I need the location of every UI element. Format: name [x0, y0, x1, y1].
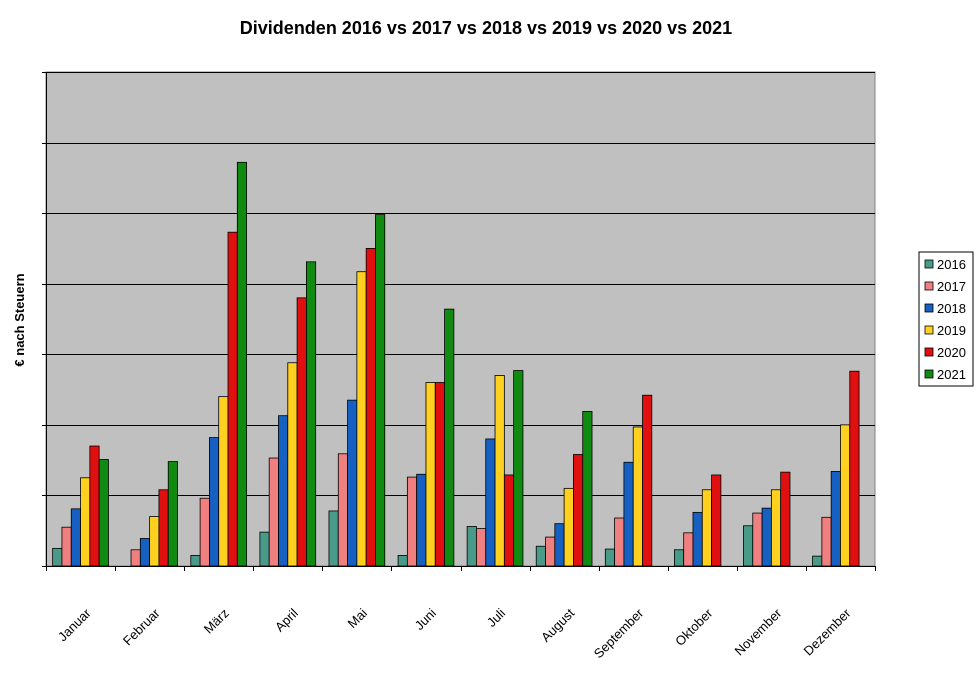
bar-2020-11: [849, 370, 860, 567]
plot-area: [45, 71, 876, 567]
category-label: November: [731, 605, 784, 658]
legend-label-2019: 2019: [937, 323, 966, 338]
bar-2018-5: [416, 473, 427, 567]
bar-2016-4: [328, 510, 339, 567]
bar-2020-2: [227, 231, 238, 567]
bar-2016-7: [535, 545, 546, 567]
bar-2016-11: [812, 555, 823, 567]
bar-2019-2: [218, 396, 229, 567]
bar-2017-2: [199, 497, 210, 567]
bar-2019-11: [840, 424, 851, 567]
bar-2018-8: [623, 461, 634, 567]
bar-2017-6: [476, 528, 487, 567]
bar-2019-4: [356, 271, 367, 567]
bar-2016-6: [466, 526, 477, 567]
legend-swatch-2021: [924, 369, 934, 379]
bar-2018-10: [761, 507, 772, 567]
bar-2017-11: [821, 516, 832, 567]
category-label: Oktober: [672, 605, 716, 649]
bar-2017-0: [61, 526, 72, 567]
legend-label-2021: 2021: [937, 367, 966, 382]
bar-2017-8: [614, 517, 625, 567]
bar-2018-7: [554, 523, 565, 567]
bar-2017-7: [545, 536, 556, 567]
bar-2016-3: [259, 531, 270, 567]
bar-2018-6: [485, 438, 496, 567]
bar-2021-3: [305, 261, 317, 567]
legend-swatch-2018: [924, 303, 934, 313]
bar-2019-0: [80, 477, 91, 567]
bar-2017-10: [752, 512, 763, 567]
legend-label-2016: 2016: [937, 257, 966, 272]
bar-2017-5: [406, 476, 418, 567]
bar-2021-2: [236, 161, 248, 567]
bar-2018-4: [347, 399, 358, 567]
category-label: Juni: [412, 605, 440, 633]
y-axis-label: € nach Steuern: [12, 273, 27, 366]
legend-swatch-2019: [924, 325, 934, 335]
bar-2016-0: [52, 547, 63, 567]
bar-2020-0: [89, 445, 100, 567]
bar-2017-3: [268, 457, 279, 567]
legend-swatch-2017: [924, 281, 934, 291]
legend-label-2020: 2020: [937, 345, 966, 360]
bar-2017-1: [130, 549, 141, 567]
bar-2019-1: [149, 516, 160, 567]
bar-2017-9: [683, 532, 694, 567]
legend-swatch-2016: [924, 259, 934, 269]
bar-2019-5: [425, 382, 436, 567]
bar-2020-9: [711, 474, 722, 567]
legend-label-2018: 2018: [937, 301, 966, 316]
bar-2020-6: [503, 474, 515, 567]
bar-2019-10: [770, 489, 782, 567]
bar-2018-1: [139, 538, 151, 567]
category-label: Februar: [120, 605, 163, 648]
bar-2016-5: [397, 555, 408, 567]
bar-2019-6: [494, 375, 505, 567]
bar-2019-9: [701, 489, 712, 567]
category-label: Juli: [484, 605, 508, 629]
bar-2016-2: [190, 555, 201, 567]
category-label: August: [538, 605, 577, 644]
bar-2021-6: [513, 370, 524, 567]
bar-2018-3: [278, 415, 289, 567]
legend: [918, 251, 974, 387]
bar-2021-0: [98, 459, 109, 567]
bar-2018-9: [692, 511, 703, 567]
legend-swatch-2020: [924, 347, 934, 357]
bar-2018-2: [209, 437, 220, 567]
category-label: Dezember: [801, 605, 854, 658]
bar-2019-3: [287, 362, 298, 567]
bar-2020-4: [365, 248, 376, 567]
bar-2020-7: [573, 454, 584, 567]
bar-2018-0: [70, 508, 81, 567]
bar-2019-8: [632, 426, 643, 567]
bar-2016-10: [743, 525, 754, 567]
bar-2016-8: [604, 548, 616, 567]
bar-2020-5: [434, 382, 445, 567]
category-label: Mai: [345, 605, 370, 630]
legend-label-2017: 2017: [937, 279, 966, 294]
bar-2021-5: [444, 308, 455, 567]
bar-2021-4: [375, 214, 386, 567]
category-label: März: [201, 606, 232, 637]
category-label: April: [272, 605, 301, 634]
category-label: September: [591, 605, 647, 661]
chart-title: Dividenden 2016 vs 2017 vs 2018 vs 2019 …: [240, 18, 732, 38]
bar-2020-8: [642, 394, 653, 567]
bar-2020-1: [158, 489, 169, 567]
bar-2019-7: [563, 487, 574, 567]
bar-2020-10: [780, 471, 791, 567]
bar-2018-11: [830, 471, 841, 567]
bar-2021-1: [167, 461, 178, 567]
bar-2020-3: [296, 297, 307, 567]
bar-2021-7: [582, 411, 593, 567]
bar-2017-4: [337, 453, 348, 567]
bar-2016-9: [673, 549, 685, 567]
category-label: Januar: [55, 605, 94, 644]
